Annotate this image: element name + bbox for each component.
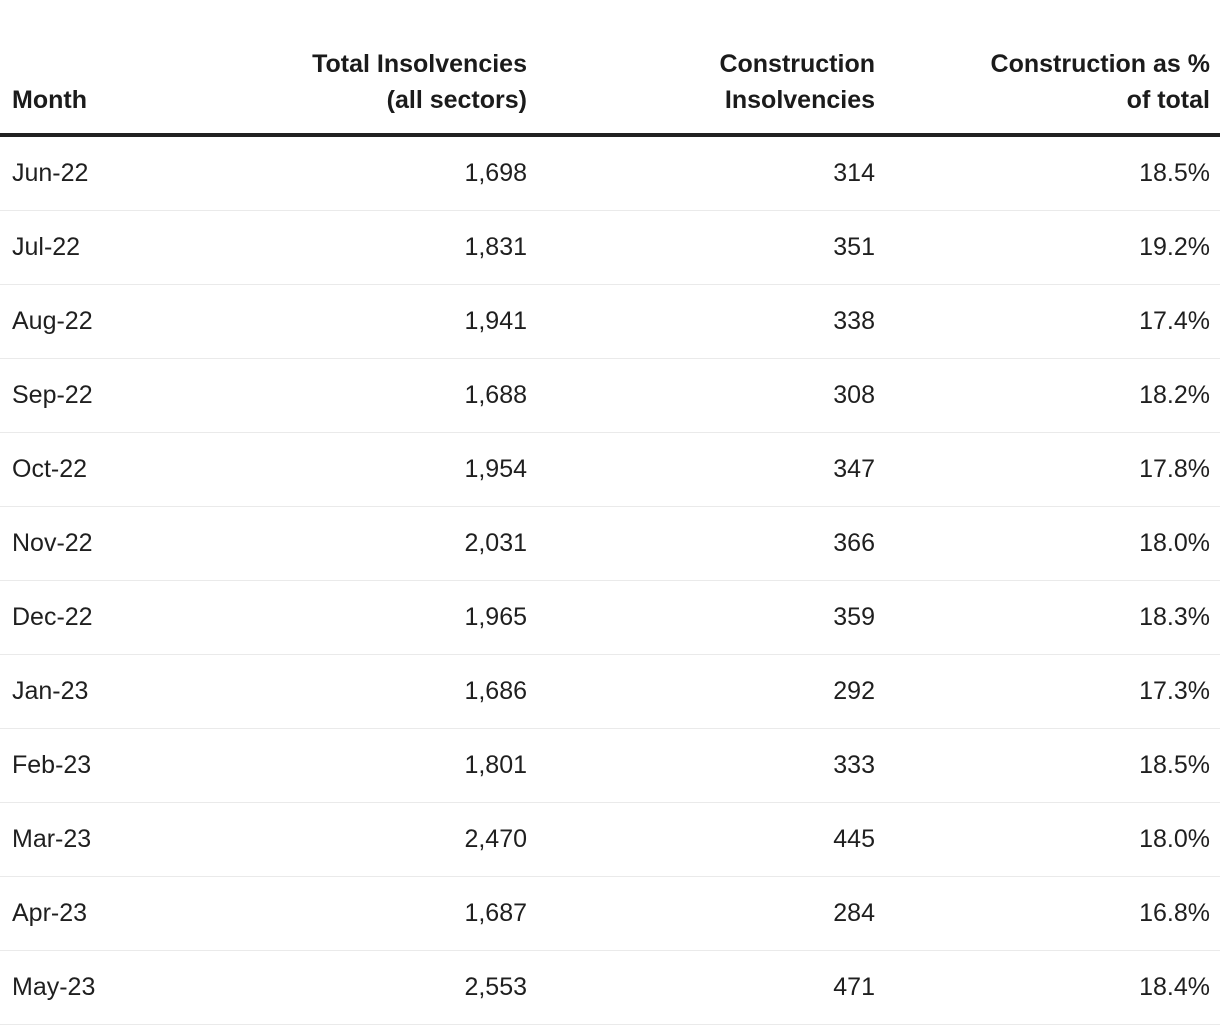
cell-pct: 18.2% <box>875 358 1220 433</box>
column-header-construction: Construction Insolvencies <box>527 0 875 137</box>
column-header-total: Total Insolvencies (all sectors) <box>180 0 527 137</box>
cell-month: Mar-23 <box>0 802 180 877</box>
cell-month: Aug-22 <box>0 284 180 359</box>
cell-construction: 347 <box>527 432 875 507</box>
cell-total: 2,553 <box>180 950 527 1025</box>
table-row: May-23 2,553 471 18.4% <box>0 950 1220 1025</box>
cell-pct: 18.5% <box>875 728 1220 803</box>
column-header-percentage: Construction as % of total <box>875 0 1220 137</box>
cell-total: 2,031 <box>180 506 527 581</box>
cell-total: 1,941 <box>180 284 527 359</box>
cell-pct: 18.4% <box>875 950 1220 1025</box>
cell-month: Jul-22 <box>0 210 180 285</box>
cell-construction: 338 <box>527 284 875 359</box>
table-row: Dec-22 1,965 359 18.3% <box>0 580 1220 655</box>
cell-month: May-23 <box>0 950 180 1025</box>
cell-month: Nov-22 <box>0 506 180 581</box>
cell-construction: 359 <box>527 580 875 655</box>
cell-construction: 292 <box>527 654 875 729</box>
cell-total: 1,954 <box>180 432 527 507</box>
table-header: Month Total Insolvencies (all sectors) C… <box>0 0 1220 137</box>
cell-construction: 314 <box>527 135 875 211</box>
table-row: Mar-23 2,470 445 18.0% <box>0 802 1220 877</box>
cell-construction: 445 <box>527 802 875 877</box>
cell-month: Jan-23 <box>0 654 180 729</box>
cell-total: 2,470 <box>180 802 527 877</box>
cell-month: Oct-22 <box>0 432 180 507</box>
cell-construction: 333 <box>527 728 875 803</box>
table-row: Jan-23 1,686 292 17.3% <box>0 654 1220 729</box>
cell-pct: 17.4% <box>875 284 1220 359</box>
table-row: Nov-22 2,031 366 18.0% <box>0 506 1220 581</box>
table-row: Apr-23 1,687 284 16.8% <box>0 876 1220 951</box>
cell-total: 1,686 <box>180 654 527 729</box>
cell-pct: 18.0% <box>875 802 1220 877</box>
cell-month: Dec-22 <box>0 580 180 655</box>
cell-total: 1,831 <box>180 210 527 285</box>
cell-month: Sep-22 <box>0 358 180 433</box>
cell-month: Feb-23 <box>0 728 180 803</box>
table-row: Sep-22 1,688 308 18.2% <box>0 358 1220 433</box>
cell-total: 1,801 <box>180 728 527 803</box>
table-body: Jun-22 1,698 314 18.5% Jul-22 1,831 351 19.2% Au… <box>0 135 1220 1025</box>
cell-construction: 471 <box>527 950 875 1025</box>
cell-construction: 366 <box>527 506 875 581</box>
cell-construction: 308 <box>527 358 875 433</box>
cell-month: Jun-22 <box>0 135 180 211</box>
table-row: Feb-23 1,801 333 18.5% <box>0 728 1220 803</box>
cell-total: 1,687 <box>180 876 527 951</box>
cell-total: 1,688 <box>180 358 527 433</box>
column-header-month: Month <box>0 0 180 137</box>
cell-pct: 18.3% <box>875 580 1220 655</box>
cell-pct: 17.8% <box>875 432 1220 507</box>
cell-pct: 16.8% <box>875 876 1220 951</box>
table-row: Jul-22 1,831 351 19.2% <box>0 210 1220 285</box>
cell-pct: 18.5% <box>875 135 1220 211</box>
cell-total: 1,965 <box>180 580 527 655</box>
cell-construction: 351 <box>527 210 875 285</box>
cell-construction: 284 <box>527 876 875 951</box>
header-row: Month Total Insolvencies (all sectors) C… <box>0 0 1220 137</box>
table-row: Aug-22 1,941 338 17.4% <box>0 284 1220 359</box>
cell-pct: 18.0% <box>875 506 1220 581</box>
table-row: Jun-22 1,698 314 18.5% <box>0 135 1220 211</box>
table-row: Oct-22 1,954 347 17.8% <box>0 432 1220 507</box>
cell-pct: 17.3% <box>875 654 1220 729</box>
cell-pct: 19.2% <box>875 210 1220 285</box>
cell-total: 1,698 <box>180 135 527 211</box>
cell-month: Apr-23 <box>0 876 180 951</box>
